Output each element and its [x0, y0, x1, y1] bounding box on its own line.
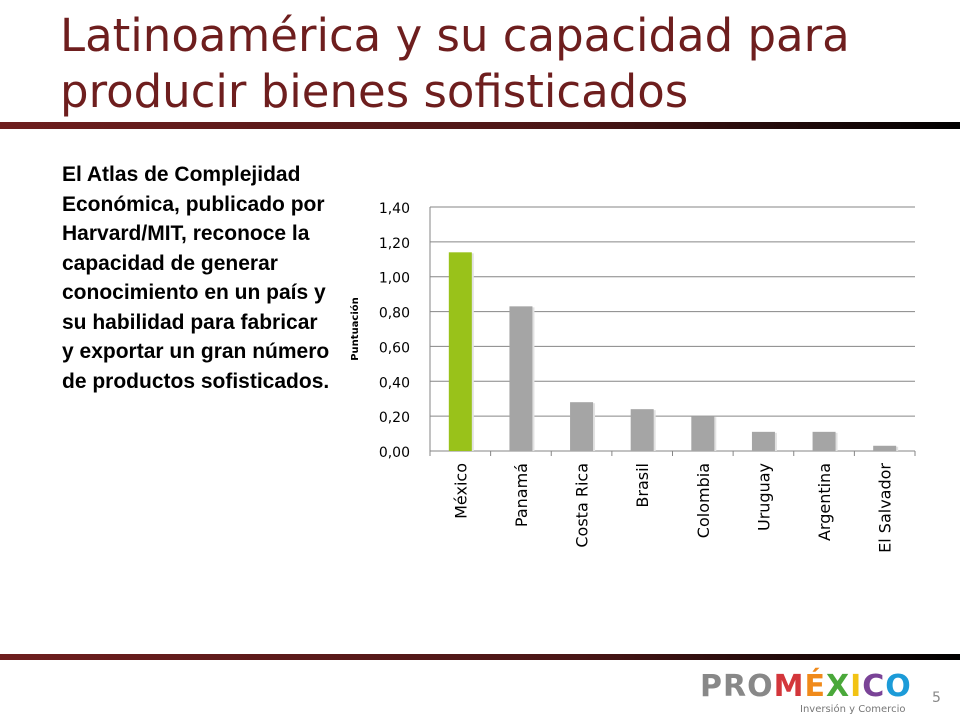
logo-letter-o: O: [885, 669, 912, 704]
y-tick-label: 0,20: [379, 410, 410, 426]
logo-letter-m: M: [773, 669, 805, 704]
footer-divider: [0, 654, 960, 660]
title-line-1: Latinoamérica y su capacidad para: [60, 9, 850, 62]
bar: [873, 445, 897, 451]
logo-letter-i: I: [850, 669, 863, 704]
x-tick-label: Argentina: [815, 463, 834, 541]
bar: [751, 431, 775, 451]
slide-title: Latinoamérica y su capacidad para produc…: [60, 8, 940, 120]
logo-letter-c: C: [862, 669, 886, 704]
logo-tagline: Inversión y Comercio: [800, 704, 906, 715]
page-number: 5: [932, 690, 941, 706]
bar: [691, 416, 715, 451]
bar: [630, 409, 654, 451]
y-tick-label: 1,40: [379, 201, 410, 217]
bar: [509, 306, 533, 451]
y-tick-label: 0,80: [379, 306, 410, 322]
y-tick-label: 1,20: [379, 236, 410, 252]
y-tick-label: 0,00: [379, 445, 410, 461]
y-tick-label: 0,60: [379, 340, 410, 356]
logo-letter-x: X: [825, 669, 851, 704]
bar-chart: 0,00 0,20 0,40 0,60 0,80 1,00 1,20 1,40 México Pa…: [349, 201, 916, 553]
x-tick-label: México: [451, 463, 470, 519]
x-tick-label: Panamá: [512, 463, 531, 527]
x-tick-label: El Salvador: [876, 463, 895, 553]
y-axis-label: Puntuación: [349, 297, 361, 361]
x-tick-label: Uruguay: [754, 463, 773, 531]
y-tick-label: 0,40: [379, 375, 410, 391]
body-text: El Atlas de Complejidad Económica, publi…: [62, 163, 330, 393]
bar: [448, 252, 472, 451]
promexico-logo: PROMÉXICO Inversión y Comercio: [700, 669, 911, 718]
logo-pro-text: PRO: [700, 669, 774, 704]
title-divider: [0, 122, 960, 129]
y-tick-label: 1,00: [379, 271, 410, 287]
logo-wordmark: PROMÉXICO: [700, 669, 911, 704]
x-tick-label: Colombia: [694, 463, 713, 538]
bar: [812, 431, 836, 451]
bar: [570, 402, 594, 451]
title-line-2: producir bienes sofisticados: [60, 65, 689, 118]
x-tick-label: Brasil: [633, 463, 652, 508]
logo-letter-e: É: [804, 669, 826, 704]
x-tick-label: Costa Rica: [573, 463, 592, 548]
